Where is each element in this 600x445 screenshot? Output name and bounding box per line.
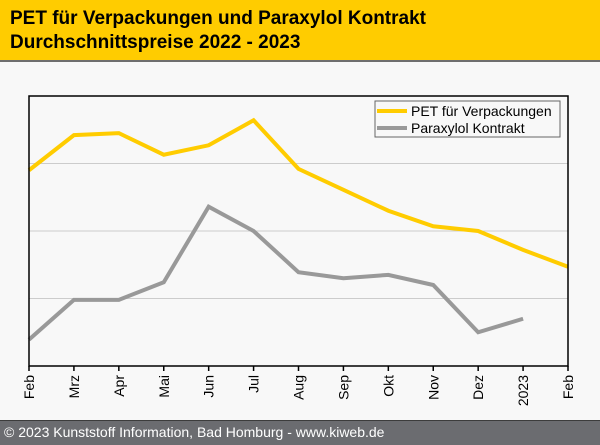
x-tick-label: Sep — [335, 375, 351, 400]
footer: © 2023 Kunststoff Information, Bad Hombu… — [0, 420, 600, 445]
x-tick-label: Jul — [246, 375, 262, 393]
legend-label-paraxylol: Paraxylol Kontrakt — [411, 120, 525, 136]
line-chart: Feb Mrz Apr Mai Jun Jul Aug Sep Okt Nov Dez 2023 Feb… — [21, 95, 576, 406]
x-tick-label: Okt — [380, 375, 396, 397]
x-tick-label: Apr — [111, 375, 127, 397]
gridlines — [29, 163, 568, 299]
x-tick-label: Nov — [425, 375, 441, 400]
x-axis-ticks: Feb Mrz Apr Mai Jun Jul Aug Sep Okt Nov Dez 2023 Feb — [21, 366, 576, 406]
series-line-pet — [27, 117, 569, 269]
copyright-text: © 2023 Kunststoff Information, Bad Hombu… — [4, 424, 385, 440]
x-tick-label: Mai — [156, 375, 172, 398]
x-tick-label: Aug — [291, 375, 307, 400]
chart-header: PET für Verpackungen und Paraxylol Kontr… — [0, 0, 600, 62]
x-tick-label: Jun — [201, 375, 217, 398]
x-tick-label: Feb — [560, 375, 576, 399]
x-tick-label: 2023 — [515, 375, 531, 406]
x-tick-label: Feb — [21, 375, 37, 399]
legend-box — [374, 100, 561, 138]
chart-title-line-2: Durchschnittspreise 2022 - 2023 — [10, 32, 301, 53]
legend: PET für Verpackungen Paraxylol Kontrakt — [374, 100, 561, 138]
x-tick-label: Dez — [470, 375, 486, 400]
series-lines — [27, 117, 569, 342]
legend-label-pet: PET für Verpackungen — [411, 103, 552, 119]
series-line-paraxylol — [27, 204, 524, 342]
x-tick-label: Mrz — [66, 375, 82, 398]
chart-title-line-1: PET für Verpackungen und Paraxylol Kontr… — [10, 8, 426, 29]
